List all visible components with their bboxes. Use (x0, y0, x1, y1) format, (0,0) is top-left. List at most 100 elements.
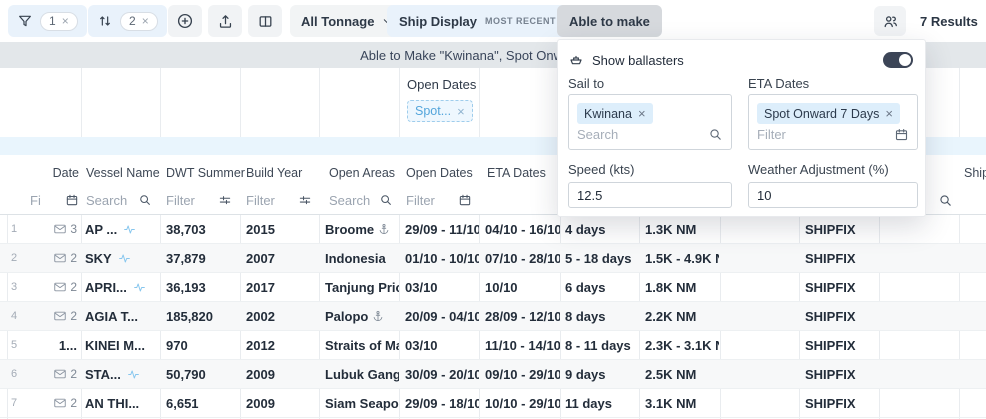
show-ballasters-toggle[interactable] (883, 52, 913, 68)
close-icon[interactable]: × (61, 14, 69, 28)
eta-dates-input[interactable]: Spot Onward 7 Days × Filter (748, 94, 918, 150)
dwt-cell: 38,703 (166, 221, 206, 237)
speed-value: 12.5 (577, 187, 603, 203)
envelope-icon (54, 253, 67, 263)
sliders-icon (218, 193, 232, 207)
mail-count-cell[interactable]: 2 (30, 360, 79, 388)
calendar-icon (65, 193, 79, 207)
envelope-icon (54, 282, 67, 292)
dwt-cell: 50,790 (166, 366, 206, 382)
sail-to-input[interactable]: Kwinana × Search (568, 94, 732, 150)
days-cell: 4 days (565, 221, 606, 237)
activity-pulse-icon (128, 369, 139, 379)
col-ship[interactable]: Ship (964, 166, 986, 180)
activity-pulse-icon (118, 253, 130, 263)
able-to-make-button[interactable]: Able to make (557, 5, 662, 37)
columns-button[interactable] (248, 5, 282, 37)
vessel-name: AN THI... (85, 395, 140, 411)
speed-input[interactable]: 12.5 (568, 182, 732, 208)
close-icon[interactable]: × (637, 106, 646, 121)
sort-button[interactable]: 2 × (88, 5, 167, 37)
open-dates-filter-chip[interactable]: Spot... × (407, 100, 473, 122)
mail-count: 3 (70, 222, 77, 236)
split-columns-icon (257, 13, 274, 30)
eta-dates-chip[interactable]: Spot Onward 7 Days × (757, 103, 900, 124)
ship-search-filter[interactable] (938, 190, 958, 210)
col-build-year[interactable]: Build Year (246, 166, 303, 180)
close-icon[interactable]: × (457, 103, 465, 119)
table-row[interactable]: 3 2 APRI... 36,193 2017 Tanjung Priok 03… (0, 273, 986, 302)
export-button[interactable] (208, 5, 242, 37)
col-vessel-name[interactable]: Vessel Name (86, 166, 160, 180)
sail-to-search[interactable]: Search (577, 127, 723, 142)
crm-people-button[interactable] (874, 6, 906, 36)
build-year-cell: 2007 (246, 250, 275, 266)
speed-label: Speed (kts) (568, 162, 635, 177)
vessel-search-filter[interactable]: Search (86, 190, 152, 210)
table-row[interactable]: 7 2 AN THI... 6,651 2009 Siam Seaport 29… (0, 389, 986, 418)
search-icon (379, 193, 393, 207)
filter-count-badge[interactable]: 1 × (40, 11, 78, 31)
col-eta-dates[interactable]: ETA Dates (487, 166, 546, 180)
open-dates-cell: 30/09 - 20/10 (405, 366, 479, 382)
vessel-name: APRI... (85, 279, 127, 295)
sort-count-badge[interactable]: 2 × (120, 11, 158, 31)
col-dwt-summer[interactable]: DWT Summer (166, 166, 245, 180)
eta-dates-cell: 28/09 - 12/10 (485, 308, 560, 324)
row-number: 5 (10, 339, 18, 351)
ship-display-dropdown[interactable]: Ship Display MOST RECENT (387, 5, 589, 37)
table-row[interactable]: 6 2 STA... 50,790 2009 Lubuk Gang 30/09 … (0, 360, 986, 389)
tonnage-dropdown[interactable]: All Tonnage (290, 5, 405, 37)
able-to-make-popup: Show ballasters Sail to ETA Dates Kwinan… (557, 39, 926, 217)
add-button[interactable] (168, 5, 202, 37)
search-icon (938, 193, 953, 208)
filter-funnel-icon (17, 13, 33, 29)
filters-button[interactable]: 1 × (8, 5, 87, 37)
col-open-dates[interactable]: Open Dates (406, 166, 473, 180)
eta-dates-cell: 10/10 (485, 279, 518, 295)
table-row[interactable]: 2 2 SKY 37,879 2007 Indonesia 01/10 - 10… (0, 244, 986, 273)
anchor-icon (379, 224, 389, 234)
mail-count-cell[interactable]: 2 (30, 302, 79, 330)
build-year-cell: 2009 (246, 366, 275, 382)
col-open-areas[interactable]: Open Areas (329, 166, 396, 180)
days-cell: 8 - 11 days (565, 337, 631, 353)
eta-dates-cell: 09/10 - 29/10 (485, 366, 560, 382)
open-area-cell: Palopo (325, 302, 399, 330)
table-row[interactable]: 5 1... KINEI M... 970 2012 Straits of Ma… (0, 331, 986, 360)
mail-count-cell[interactable]: 2 (30, 244, 79, 272)
open-dates-cell: 03/10 (405, 279, 438, 295)
calendar-icon (458, 193, 472, 207)
mail-count-cell[interactable]: 2 (30, 389, 79, 417)
vessel-name: AP ... (85, 221, 118, 237)
vessel-name: KINEI M... (85, 337, 145, 353)
col-date[interactable]: Date (52, 166, 79, 180)
chip-label: Spot Onward 7 Days (764, 106, 880, 121)
filter-placeholder: Filter (246, 192, 275, 208)
dwt-cell: 6,651 (166, 395, 199, 411)
mail-count-cell[interactable]: 3 (30, 215, 79, 243)
close-icon[interactable]: × (141, 14, 149, 28)
open-dates-filter[interactable]: Filter (406, 190, 472, 210)
open-areas-search-filter[interactable]: Search (329, 190, 393, 210)
sort-count: 2 (129, 14, 136, 28)
table-row[interactable]: 4 2 AGIA T... 185,820 2002 Palopo 20/09 … (0, 302, 986, 331)
close-icon[interactable]: × (885, 106, 893, 121)
mail-count-cell[interactable]: 2 (30, 273, 79, 301)
weather-adjustment-label: Weather Adjustment (%) (748, 162, 889, 177)
table-row[interactable]: 1 3 AP ... 38,703 2015 Broome 29/09 - 11… (0, 215, 986, 244)
eta-dates-filter[interactable]: Filter (757, 127, 909, 142)
vessel-name-cell: AP ... (85, 215, 158, 243)
upload-icon (217, 13, 234, 30)
build-year-filter[interactable]: Filter (246, 190, 312, 210)
vessel-name-cell: STA... (85, 360, 158, 388)
vessel-name-cell: AN THI... (85, 389, 158, 417)
date-filter[interactable]: Fi (30, 190, 79, 210)
filter-placeholder: Filter (406, 192, 435, 208)
show-ballasters-label: Show ballasters (592, 52, 684, 68)
dwt-filter[interactable]: Filter (166, 190, 232, 210)
sail-to-chip[interactable]: Kwinana × (577, 103, 653, 124)
calendar-icon (894, 127, 909, 142)
activity-pulse-icon (134, 282, 145, 292)
weather-adjustment-input[interactable]: 10 (748, 182, 918, 208)
